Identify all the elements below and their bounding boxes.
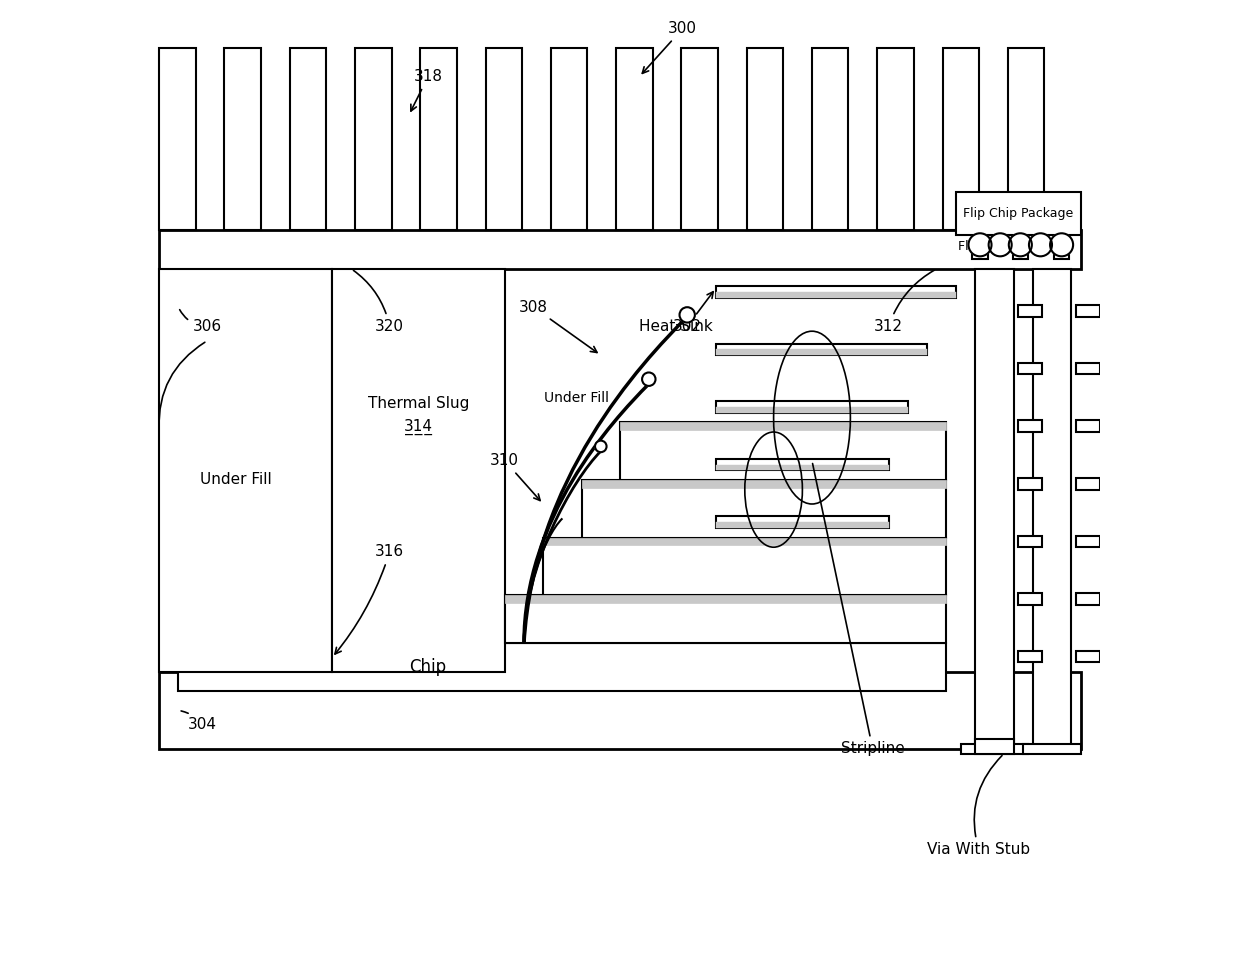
Circle shape [595, 441, 606, 452]
Bar [486, 48, 522, 230]
Bar [1018, 478, 1043, 490]
Bar [355, 48, 392, 230]
Circle shape [642, 372, 656, 386]
Bar [961, 744, 1028, 754]
Bar [582, 480, 946, 488]
Bar [715, 465, 889, 470]
Text: Flip Chip Package: Flip Chip Package [959, 240, 1069, 253]
Bar [812, 48, 848, 230]
Bar [1076, 593, 1100, 605]
Bar [1018, 420, 1043, 432]
Bar [715, 516, 889, 528]
Bar [505, 595, 946, 603]
Bar [1076, 305, 1100, 317]
Bar [715, 286, 956, 298]
Bar [715, 459, 889, 470]
Bar [715, 522, 889, 528]
Text: 302: 302 [672, 292, 713, 334]
Bar [956, 192, 1081, 235]
Bar [682, 48, 718, 230]
Text: 318: 318 [410, 69, 443, 111]
Bar [1076, 536, 1100, 547]
Bar [159, 672, 1081, 749]
Bar [975, 739, 1013, 754]
Bar [224, 48, 260, 230]
Text: Heat Sink: Heat Sink [639, 319, 713, 334]
Text: 310: 310 [490, 453, 541, 500]
Text: Flip Chip Package: Flip Chip Package [963, 206, 1074, 220]
Bar [715, 401, 908, 413]
Bar [715, 349, 928, 355]
Bar [159, 230, 1081, 269]
Text: 312: 312 [874, 270, 935, 334]
Bar [1054, 240, 1069, 259]
Bar [620, 422, 946, 480]
Bar [1008, 48, 1044, 230]
Bar [942, 48, 980, 230]
Circle shape [1029, 233, 1052, 256]
Text: Thermal Slug: Thermal Slug [368, 396, 469, 411]
Bar [582, 480, 946, 538]
Bar [1013, 240, 1028, 259]
Text: 308: 308 [520, 300, 596, 352]
Bar [543, 538, 946, 545]
Text: 3̲1̲4̲: 3̲1̲4̲ [404, 420, 433, 435]
Bar [1018, 363, 1043, 374]
Bar [715, 344, 928, 355]
Text: Under Fill: Under Fill [544, 392, 609, 405]
Bar [1018, 593, 1043, 605]
Text: Via With Stub: Via With Stub [928, 756, 1030, 857]
Text: 300: 300 [642, 21, 697, 73]
Text: 306: 306 [180, 310, 222, 334]
Bar [1076, 420, 1100, 432]
Circle shape [968, 233, 992, 256]
Circle shape [1009, 233, 1032, 256]
Bar [543, 538, 946, 595]
Bar [159, 48, 196, 230]
Text: Under Fill: Under Fill [200, 472, 272, 488]
Text: Chip: Chip [409, 659, 446, 676]
Bar [1018, 651, 1043, 662]
Circle shape [680, 307, 694, 323]
Circle shape [1050, 233, 1073, 256]
Bar [715, 407, 908, 413]
Bar [290, 48, 326, 230]
Text: Stripline: Stripline [812, 464, 904, 756]
Bar [1018, 536, 1043, 547]
Bar [616, 48, 652, 230]
Text: 304: 304 [181, 711, 217, 732]
Circle shape [988, 233, 1012, 256]
Bar [505, 595, 946, 643]
Text: 320: 320 [353, 271, 404, 334]
Bar [1018, 305, 1043, 317]
Bar [975, 269, 1013, 749]
Bar [877, 48, 914, 230]
Bar [1033, 269, 1071, 749]
Bar [1076, 651, 1100, 662]
Bar [332, 269, 505, 672]
Bar [620, 422, 946, 430]
Bar [715, 292, 956, 298]
Bar [420, 48, 456, 230]
Bar [1076, 363, 1100, 374]
Bar [159, 269, 332, 672]
Bar [972, 240, 988, 259]
Bar [551, 48, 588, 230]
Text: 316: 316 [335, 544, 404, 654]
Bar [1023, 744, 1081, 754]
Bar [179, 643, 946, 691]
Bar [746, 48, 784, 230]
Bar [1076, 478, 1100, 490]
